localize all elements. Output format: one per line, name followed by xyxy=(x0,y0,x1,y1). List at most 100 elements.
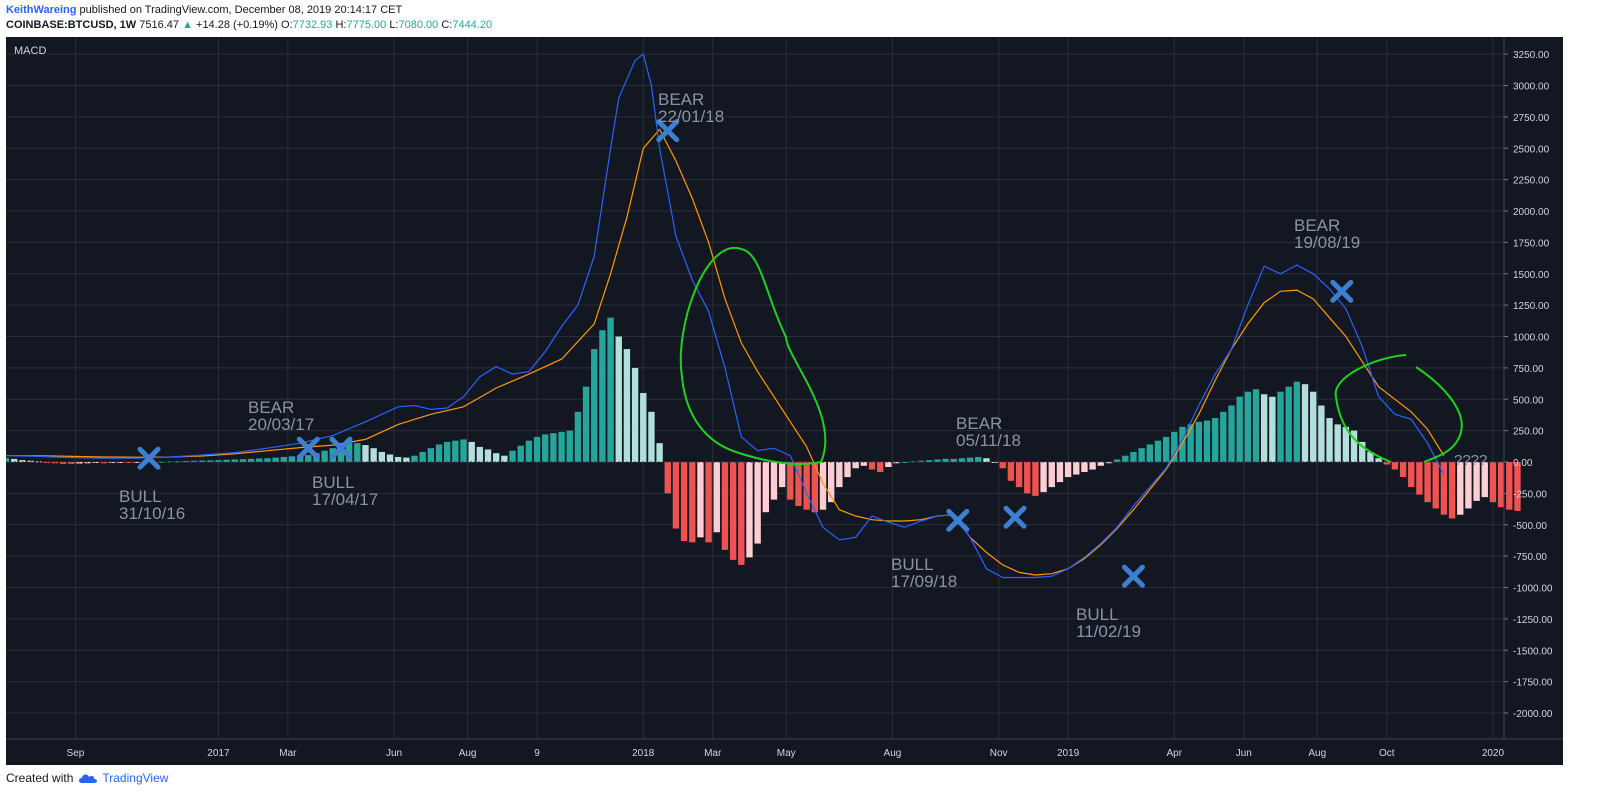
histogram-bar xyxy=(264,458,271,462)
change-value: +14.28 (+0.19%) xyxy=(196,19,278,31)
y-tick-label: 3000.00 xyxy=(1513,82,1550,93)
histogram-bar xyxy=(1416,462,1423,495)
drawn-circle-2 xyxy=(1334,354,1463,463)
histogram-bar xyxy=(975,456,982,462)
cross-marker xyxy=(1003,505,1027,529)
histogram-bar xyxy=(713,462,720,533)
histogram-bar xyxy=(1514,462,1521,511)
histogram-bar xyxy=(10,458,18,462)
histogram-bar xyxy=(689,462,696,543)
histogram-bar xyxy=(623,349,631,462)
histogram-bar xyxy=(1375,458,1382,462)
histogram-bar xyxy=(1310,391,1317,462)
histogram-bar xyxy=(1130,451,1137,462)
y-tick-label: 2500.00 xyxy=(1513,144,1550,155)
histogram-bar xyxy=(1473,462,1480,501)
histogram-bar xyxy=(1007,462,1015,481)
histogram-bar xyxy=(934,459,941,462)
histogram-bar xyxy=(746,462,753,558)
footer-credit: Created with TradingView xyxy=(6,771,168,785)
histogram-bar xyxy=(1040,462,1047,493)
tradingview-link[interactable]: TradingView xyxy=(102,771,169,785)
x-tick-label: Mar xyxy=(279,748,297,759)
annotation-signal: BEAR xyxy=(248,398,294,417)
histogram-bar xyxy=(198,460,206,462)
annotation-signal: BEAR xyxy=(658,90,704,109)
histogram-bar xyxy=(525,440,533,462)
histogram-bar xyxy=(321,450,328,462)
publish-info: KeithWareing published on TradingView.co… xyxy=(6,4,402,16)
histogram-bar xyxy=(1408,462,1415,488)
histogram-bar xyxy=(1073,462,1080,475)
histogram-bar xyxy=(558,431,565,462)
histogram-bar xyxy=(1162,436,1170,462)
user-drawings xyxy=(679,246,1463,465)
histogram-bar xyxy=(51,462,59,464)
histogram-bar xyxy=(893,462,900,464)
annotation-signal: BEAR xyxy=(1294,216,1340,235)
symbol-name[interactable]: COINBASE:BTCUSD, 1W xyxy=(6,19,137,31)
histogram-bar xyxy=(926,460,933,462)
histogram-bar xyxy=(1122,455,1129,462)
histogram-bar xyxy=(1277,391,1284,462)
price-axis[interactable]: 3250.00 3000.00 2750.00 2500.00 2250.00 2000.… xyxy=(1503,37,1553,739)
histogram-bar xyxy=(1424,462,1431,503)
histogram-bar xyxy=(484,449,492,462)
histogram-bar xyxy=(109,462,116,464)
drawn-circle-1 xyxy=(679,246,827,465)
histogram-bar xyxy=(125,462,132,463)
histogram-bar xyxy=(133,462,140,463)
histogram-bar xyxy=(1350,430,1358,462)
close-value: 7444.20 xyxy=(452,19,493,31)
indicator-title: MACD xyxy=(14,45,46,57)
y-tick-label: -1000.00 xyxy=(1513,584,1553,595)
histogram-bar xyxy=(795,462,802,506)
author-link[interactable]: KeithWareing xyxy=(6,4,77,16)
histogram-bar xyxy=(460,439,467,462)
histogram-bar xyxy=(394,456,402,462)
histogram-bar xyxy=(1056,462,1064,483)
time-axis[interactable]: Sep 2017 Mar Jun Aug 9 2018 Mar May Aug Nov 2019 Apr… xyxy=(6,738,1563,759)
open-label: O: xyxy=(281,19,293,31)
histogram-bar xyxy=(1211,418,1219,462)
histogram-bar xyxy=(174,461,181,463)
histogram-bar xyxy=(76,462,83,464)
histogram-bar xyxy=(778,462,786,488)
histogram-bar xyxy=(550,433,557,462)
histogram-bar xyxy=(427,448,435,462)
macd-chart[interactable]: BULL31/10/16BEAR20/03/17BULL17/04/17BEAR… xyxy=(6,37,1563,765)
histogram-bar xyxy=(419,451,426,462)
x-tick-label: Jun xyxy=(1236,748,1252,759)
histogram-bar xyxy=(1236,396,1243,462)
histogram-bar xyxy=(1497,462,1505,508)
x-tick-label: Jun xyxy=(386,748,402,759)
x-tick-label: 9 xyxy=(534,748,540,759)
histogram-bar xyxy=(1342,426,1350,462)
publish-text: published on TradingView.com, December 0… xyxy=(76,4,403,16)
histogram-bar xyxy=(1154,440,1162,462)
histogram-bar xyxy=(1293,381,1301,462)
histogram-bar xyxy=(656,443,663,462)
histogram-bar xyxy=(1048,462,1055,488)
histogram-bar xyxy=(272,457,279,462)
y-tick-label: 2250.00 xyxy=(1513,176,1550,187)
y-tick-label: -750.00 xyxy=(1513,552,1547,563)
histogram-bar xyxy=(182,460,189,462)
x-tick-label: Mar xyxy=(704,748,722,759)
histogram-bar xyxy=(223,459,230,462)
histogram-bar xyxy=(566,430,573,462)
histogram-bar xyxy=(1318,405,1325,462)
histogram-bar xyxy=(493,453,500,462)
histogram-bar xyxy=(1089,462,1096,470)
histogram-bar xyxy=(1448,462,1456,519)
chart-background xyxy=(6,37,1563,765)
y-tick-label: 250.00 xyxy=(1513,427,1544,438)
annotation-date: 17/04/17 xyxy=(312,490,378,509)
histogram-bar xyxy=(247,458,255,462)
x-tick-label: Nov xyxy=(990,748,1008,759)
y-tick-label: -250.00 xyxy=(1513,489,1547,500)
annotation-signal: BULL xyxy=(1076,605,1119,624)
histogram-bar xyxy=(852,462,859,469)
histogram-bar xyxy=(501,455,508,462)
open-value: 7732.93 xyxy=(292,19,333,31)
